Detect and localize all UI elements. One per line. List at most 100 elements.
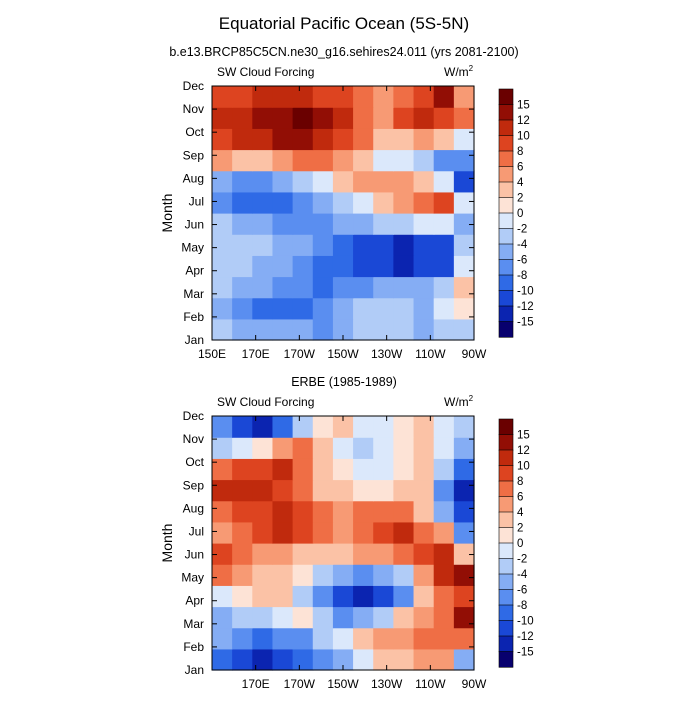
colorbar-label: -10 [517, 286, 534, 298]
x-tick-label: 170E [242, 347, 270, 361]
colorbar-label: 4 [517, 507, 524, 519]
heatmap-cell [332, 213, 354, 235]
heatmap-cell [433, 585, 455, 608]
y-tick-label: Feb [183, 310, 204, 324]
colorbar: 15 12 10 8 6 4 2 0 -2 -4 -6 -8 -10 -12 -15 [498, 88, 534, 338]
colorbar-label: -10 [517, 616, 534, 628]
x-tick-label: 90W [462, 677, 487, 691]
heatmap-cell [272, 521, 294, 544]
colorbar-label: -4 [517, 239, 528, 251]
y-tick-label: May [181, 571, 204, 585]
heatmap-cell [413, 255, 435, 278]
colorbar-label: 6 [517, 492, 523, 504]
heatmap-cell [433, 107, 455, 129]
heatmap-cell [312, 170, 334, 193]
heatmap-cell [272, 479, 294, 502]
panel2-title: ERBE (1985-1989) [291, 375, 397, 389]
figure-title: Equatorial Pacific Ocean (5S-5N) [219, 14, 469, 33]
heatmap-cell [353, 606, 374, 629]
heatmap-cell [272, 500, 294, 523]
heatmap-cell [353, 416, 374, 438]
heatmap-cell [332, 500, 354, 523]
heatmap-cell [212, 234, 233, 256]
heatmap-cell [252, 191, 274, 214]
colorbar-label: 12 [517, 115, 530, 127]
heatmap-cell [252, 170, 274, 193]
y-tick-label: May [181, 241, 204, 255]
heatmap-cell [353, 191, 374, 214]
heatmap-cell [393, 86, 415, 108]
colorbar-swatch [498, 197, 514, 214]
heatmap-cell [332, 627, 354, 650]
y-tick-label: Oct [185, 125, 204, 139]
x-tick-label: 150E [198, 347, 226, 361]
heatmap-cell [232, 191, 253, 214]
heatmap-cell [212, 213, 233, 235]
heatmap-cell [212, 276, 233, 299]
heatmap-cell [272, 458, 294, 481]
heatmap-cell [292, 543, 314, 565]
heatmap-cell [252, 648, 274, 671]
heatmap-cell [413, 416, 435, 438]
colorbar-swatch [498, 465, 514, 482]
heatmap-cell [312, 500, 334, 523]
heatmap-cell [292, 86, 314, 108]
heatmap-cell [232, 543, 253, 565]
heatmap-cell [393, 458, 415, 481]
heatmap-cell [232, 128, 253, 151]
heatmap-cell [292, 500, 314, 523]
heatmap-cell [373, 606, 394, 629]
heatmap-cell [252, 627, 274, 650]
heatmap-cell [413, 149, 435, 172]
heatmap-cell [353, 149, 374, 172]
heatmap-cell [413, 543, 435, 565]
heatmap-cell [353, 128, 374, 151]
heatmap-cell [212, 500, 233, 523]
colorbar-label: -12 [517, 301, 534, 313]
heatmap-cell [353, 234, 374, 256]
heatmap-cell [433, 297, 455, 320]
heatmap-cell [413, 627, 435, 650]
heatmap-cell [232, 255, 253, 278]
heatmap-cell [252, 606, 274, 629]
heatmap-cell [433, 479, 455, 502]
x-tick-label: 170W [284, 677, 316, 691]
colorbar-label: 10 [517, 131, 530, 143]
y-tick-label: Jan [185, 333, 204, 347]
colorbar-swatch [498, 119, 514, 137]
heatmap-cell [353, 627, 374, 650]
heatmap-cell [232, 149, 253, 172]
colorbar-label: -6 [517, 585, 527, 597]
heatmap-cell [232, 627, 253, 650]
colorbar-swatch [498, 212, 514, 230]
colorbar-swatch [498, 243, 514, 261]
heatmap-cell [433, 606, 455, 629]
heatmap-cell [353, 648, 374, 671]
heatmap-cell [332, 564, 354, 586]
heatmap-cell [212, 648, 233, 671]
heatmap-cell [312, 437, 334, 459]
heatmap-cell [413, 437, 435, 459]
heatmap-cell [433, 234, 455, 256]
heatmap-cell [373, 564, 394, 586]
y-tick-label: Sep [183, 148, 205, 162]
y-tick-label: Aug [183, 171, 204, 185]
heatmap-cell [312, 318, 334, 341]
x-tick-label: 170E [242, 677, 270, 691]
heatmap-cell [413, 86, 435, 108]
y-tick-label: Sep [183, 478, 205, 492]
heatmap-cell [252, 86, 274, 108]
heatmap-cell [272, 437, 294, 459]
heatmap-cell [373, 318, 394, 341]
heatmap-cell [433, 86, 455, 108]
heatmap-cell [332, 606, 354, 629]
heatmap-cell [332, 416, 354, 438]
heatmap-cell [232, 437, 253, 459]
panel1-units: W/m2 [444, 64, 474, 79]
heatmap-cell [252, 318, 274, 341]
heatmap-cell [292, 191, 314, 214]
colorbar-label: 15 [517, 100, 530, 112]
heatmap-cell [232, 234, 253, 256]
heatmap-cell [272, 276, 294, 299]
y-tick-label: Aug [183, 501, 204, 515]
